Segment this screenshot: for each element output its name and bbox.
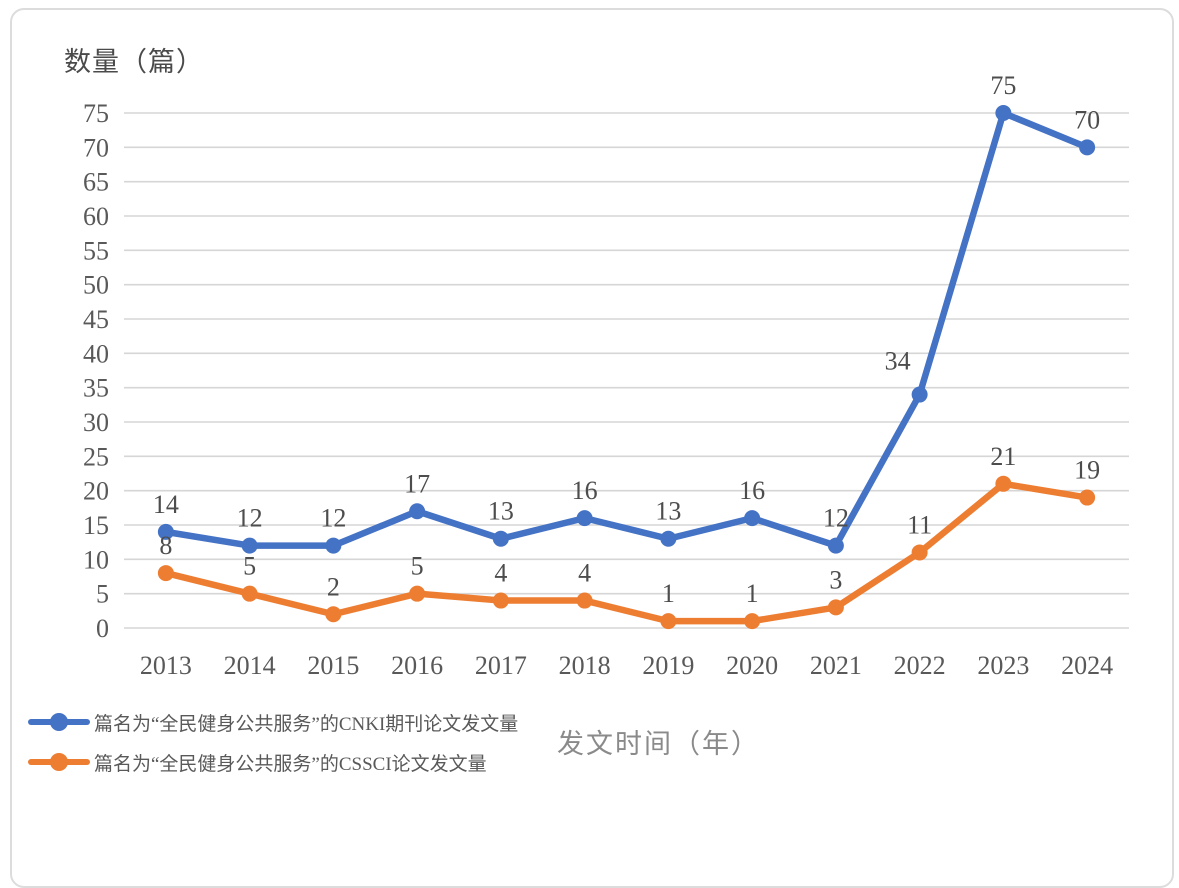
y-tick-label: 5 xyxy=(96,580,109,609)
data-label: 19 xyxy=(1074,456,1100,485)
data-point-marker xyxy=(744,613,761,630)
data-point-marker xyxy=(995,105,1012,121)
data-label: 34 xyxy=(885,347,911,376)
y-tick-label: 30 xyxy=(83,408,109,437)
y-tick-label: 25 xyxy=(83,442,109,471)
series-cnki: 14 12 12 17 13 16 13 16 12 34 75 70 xyxy=(153,71,1100,554)
data-point-marker xyxy=(576,510,593,527)
x-axis-title: 发文时间（年） xyxy=(557,729,760,759)
y-tick-label: 75 xyxy=(83,99,109,128)
data-label: 13 xyxy=(655,497,681,526)
data-point-marker xyxy=(1079,139,1096,156)
y-tick-label: 0 xyxy=(96,614,109,643)
legend-item-csssci: 篇名为“全民健身公共服务”的CSSCI论文发文量 xyxy=(28,742,518,782)
data-label: 5 xyxy=(411,552,424,581)
y-tick-label: 15 xyxy=(83,511,109,540)
data-label: 1 xyxy=(746,579,759,608)
y-tick-label: 40 xyxy=(83,339,109,368)
x-tick-label: 2018 xyxy=(559,651,611,680)
data-point-marker xyxy=(241,585,258,602)
x-axis-tick-labels: 2013 2014 2015 2016 2017 2018 2019 2020 2021 2022… xyxy=(140,651,1113,680)
data-point-marker xyxy=(827,599,844,616)
x-tick-label: 2017 xyxy=(475,651,527,680)
data-label: 8 xyxy=(159,531,172,560)
x-tick-label: 2013 xyxy=(140,651,192,680)
x-tick-label: 2014 xyxy=(224,651,276,680)
data-label: 16 xyxy=(572,476,598,505)
data-label: 3 xyxy=(829,565,842,594)
data-point-marker xyxy=(911,386,928,403)
legend-label: 篇名为“全民健身公共服务”的CNKI期刊论文发文量 xyxy=(94,713,519,735)
y-tick-label: 70 xyxy=(83,133,109,162)
legend-marker-icon xyxy=(28,753,90,771)
y-tick-label: 65 xyxy=(83,168,109,197)
legend-label: 篇名为“全民健身公共服务”的CSSCI论文发文量 xyxy=(94,753,487,775)
data-label: 4 xyxy=(494,559,507,588)
x-tick-label: 2023 xyxy=(977,651,1029,680)
x-tick-label: 2019 xyxy=(642,651,694,680)
data-label: 13 xyxy=(488,497,514,526)
y-tick-label: 55 xyxy=(83,236,109,265)
legend-marker-icon xyxy=(28,713,90,731)
data-point-marker xyxy=(492,530,509,547)
data-point-marker xyxy=(492,592,509,609)
x-tick-label: 2015 xyxy=(307,651,359,680)
series-line xyxy=(162,109,1091,549)
data-label: 14 xyxy=(153,490,179,519)
x-tick-label: 2022 xyxy=(894,651,946,680)
data-point-marker xyxy=(744,510,761,527)
data-point-marker xyxy=(660,613,677,630)
data-label: 12 xyxy=(237,504,263,533)
y-tick-label: 35 xyxy=(83,374,109,403)
data-point-marker xyxy=(325,606,342,623)
data-label: 21 xyxy=(990,442,1016,471)
data-point-marker xyxy=(1079,489,1096,506)
data-label: 12 xyxy=(823,504,849,533)
data-point-marker xyxy=(409,585,426,602)
data-point-marker xyxy=(660,530,677,547)
data-label: 12 xyxy=(320,504,346,533)
data-label: 5 xyxy=(243,552,256,581)
y-tick-label: 50 xyxy=(83,271,109,300)
legend-item-cnki: 篇名为“全民健身公共服务”的CNKI期刊论文发文量 xyxy=(28,702,518,742)
data-point-marker xyxy=(157,523,174,540)
chart-card: 数量（篇） 0 5 10 15 20 25 30 35 40 45 50 55 60 65 70 75 2013… xyxy=(10,8,1174,888)
y-tick-label: 10 xyxy=(83,545,109,574)
x-tick-label: 2020 xyxy=(726,651,778,680)
y-tick-label: 60 xyxy=(83,202,109,231)
y-tick-label: 45 xyxy=(83,305,109,334)
data-label: 11 xyxy=(907,510,932,539)
y-axis-title: 数量（篇） xyxy=(64,47,204,77)
data-label: 75 xyxy=(990,71,1016,100)
data-label: 4 xyxy=(578,559,591,588)
data-point-marker xyxy=(409,503,426,520)
data-point-marker xyxy=(325,537,342,554)
y-axis-tick-labels: 0 5 10 15 20 25 30 35 40 45 50 55 60 65 70 75 xyxy=(83,99,109,643)
series-line xyxy=(162,480,1091,625)
data-point-marker xyxy=(911,544,928,561)
data-point-marker xyxy=(576,592,593,609)
data-point-marker xyxy=(241,537,258,554)
data-label: 70 xyxy=(1074,105,1100,134)
data-label: 2 xyxy=(327,572,340,601)
data-point-marker xyxy=(827,537,844,554)
gridlines xyxy=(124,112,1129,629)
data-label: 1 xyxy=(662,579,675,608)
x-tick-label: 2016 xyxy=(391,651,443,680)
y-tick-label: 20 xyxy=(83,477,109,506)
x-tick-label: 2021 xyxy=(810,651,862,680)
data-label: 17 xyxy=(404,469,430,498)
data-point-marker xyxy=(995,475,1012,492)
legend: 篇名为“全民健身公共服务”的CNKI期刊论文发文量 篇名为“全民健身公共服务”的C… xyxy=(28,702,518,782)
x-tick-label: 2024 xyxy=(1061,651,1113,680)
data-label: 16 xyxy=(739,476,765,505)
data-point-marker xyxy=(157,565,174,582)
